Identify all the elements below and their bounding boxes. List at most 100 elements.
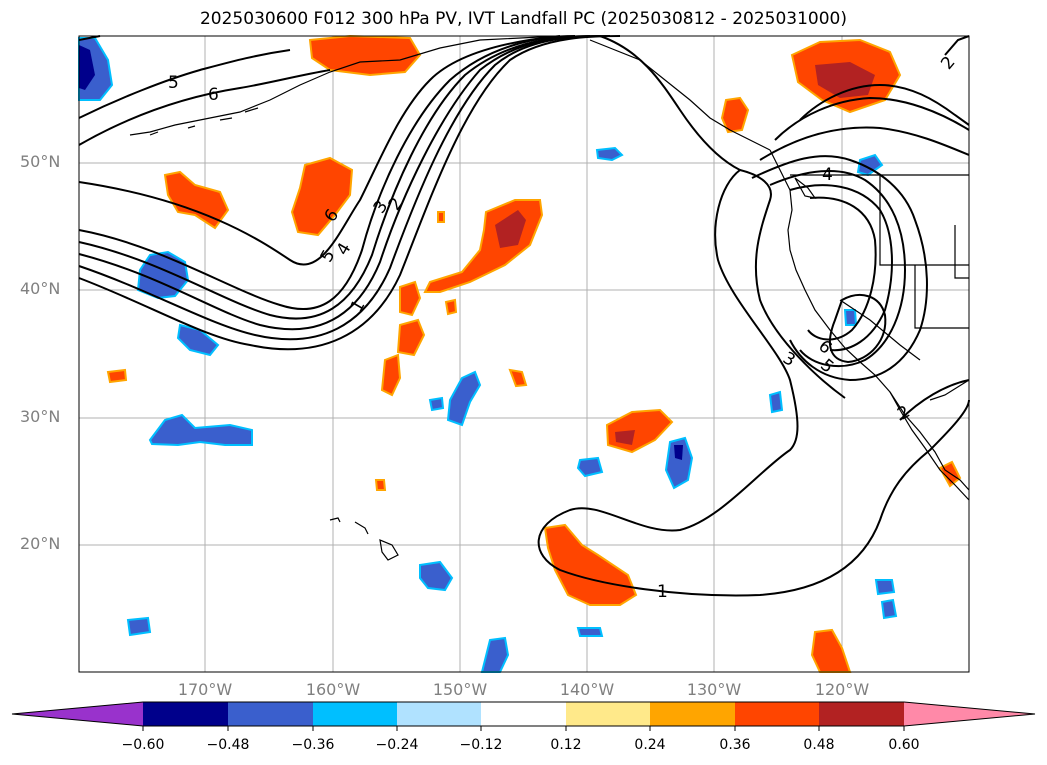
pv-blob	[308, 34, 422, 77]
lat-label-30n: 30°N	[20, 407, 61, 426]
colorbar-segment	[566, 702, 650, 726]
colorbar-segment	[313, 702, 397, 726]
contour-label: 4	[822, 165, 833, 185]
mexico-mainland	[929, 379, 970, 401]
pv-blob	[720, 96, 750, 134]
contour-line	[78, 35, 576, 310]
pv-blob	[856, 153, 884, 177]
pv-blob	[768, 390, 784, 414]
colorbar-tick-label: −0.60	[121, 737, 165, 753]
contour-line	[78, 35, 101, 41]
contour-line	[759, 126, 970, 161]
colorbar-tick-label: 0.36	[719, 737, 751, 753]
colorbar-segment	[481, 702, 566, 726]
state-border	[879, 175, 969, 266]
baja	[889, 391, 970, 501]
lon-label-140w: 140°W	[559, 680, 615, 699]
colorbar-tick-label: −0.48	[206, 737, 250, 753]
contour-line	[751, 155, 928, 382]
map-panel	[79, 36, 969, 672]
pv-negative-fills	[78, 37, 898, 673]
contour-line	[739, 169, 846, 399]
contour-line	[799, 83, 970, 126]
pv-blob	[664, 436, 694, 490]
colorbar-segment	[650, 702, 735, 726]
contour-line	[769, 170, 907, 368]
lon-label-150w: 150°W	[432, 680, 488, 699]
pv-blob	[437, 211, 445, 223]
colorbar-tick-label: 0.24	[634, 737, 666, 753]
contour-line	[78, 35, 591, 320]
colorbar-tick-label: 0.12	[550, 737, 582, 753]
contour-line	[899, 379, 970, 421]
contour-line	[78, 35, 561, 266]
pv-blob	[380, 353, 402, 397]
pv-blob	[874, 579, 896, 596]
pv-blob	[446, 370, 482, 427]
contour-line	[944, 35, 970, 56]
lat-label-20n: 20°N	[20, 534, 61, 553]
pv-blob	[595, 146, 624, 162]
pv-core	[674, 445, 683, 460]
contour-line	[78, 35, 611, 341]
colorbar-tick-label: −0.24	[375, 737, 419, 753]
colorbar-extend-right	[904, 702, 1035, 726]
alaska-panhandle	[589, 39, 771, 151]
pv-blob	[428, 396, 445, 412]
colorbar-segment	[735, 702, 819, 726]
colorbar	[11, 701, 1036, 731]
hawaii	[329, 517, 399, 561]
colorbar-segment	[228, 702, 313, 726]
lon-label-130w: 130°W	[686, 680, 742, 699]
ivt-contours	[78, 35, 970, 597]
pv-core	[79, 45, 95, 90]
pv-blob	[126, 616, 152, 637]
contour-label: 6	[208, 85, 219, 105]
pv-core	[495, 210, 526, 248]
contour-line	[789, 184, 893, 352]
colorbar-tick-label: −0.12	[459, 737, 503, 753]
contour-line	[78, 69, 331, 146]
colorbar-tick-label: −0.36	[291, 737, 335, 753]
state-border	[914, 265, 969, 329]
contour-line	[78, 49, 291, 119]
colorbar-extend-left	[12, 702, 143, 726]
colorbar-tick-label: 0.60	[888, 737, 920, 753]
pv-blob	[444, 298, 458, 316]
pv-blob	[508, 368, 528, 388]
pv-blob	[419, 560, 454, 592]
contour-label: 1	[657, 582, 668, 602]
contour-line	[78, 35, 601, 331]
map-frame	[78, 35, 970, 673]
contour-line	[828, 294, 887, 364]
lat-label-40n: 40°N	[20, 279, 61, 298]
pv-core	[615, 430, 635, 445]
aleutians	[149, 107, 259, 136]
pv-blob	[843, 309, 858, 326]
figure-title: 2025030600 F012 300 hPa PV, IVT Landfall…	[199, 9, 847, 29]
pv-blob	[106, 368, 128, 384]
contour-line	[537, 35, 970, 597]
gridlines	[79, 36, 969, 672]
lon-label-170w: 170°W	[177, 680, 233, 699]
pv-blob	[576, 627, 604, 637]
pv-blob	[396, 318, 426, 357]
alaska-coast	[129, 35, 561, 136]
contour-line	[78, 35, 621, 351]
contour-line	[774, 96, 970, 141]
colorbar-tick-label: 0.48	[803, 737, 835, 753]
pv-blob	[576, 456, 604, 478]
state-border	[839, 299, 921, 361]
colorbar-segment	[819, 702, 904, 726]
pv-positive-fills	[106, 34, 962, 673]
lon-label-120w: 120°W	[814, 680, 870, 699]
pv-blob	[148, 413, 253, 447]
pv-blob	[480, 636, 510, 673]
state-border	[954, 225, 969, 279]
lon-label-160w: 160°W	[305, 680, 361, 699]
colorbar-segment	[143, 702, 228, 726]
pv-core	[815, 62, 875, 98]
lat-label-50n: 50°N	[20, 152, 61, 171]
pv-blob	[290, 156, 354, 237]
pv-blob	[399, 280, 422, 317]
